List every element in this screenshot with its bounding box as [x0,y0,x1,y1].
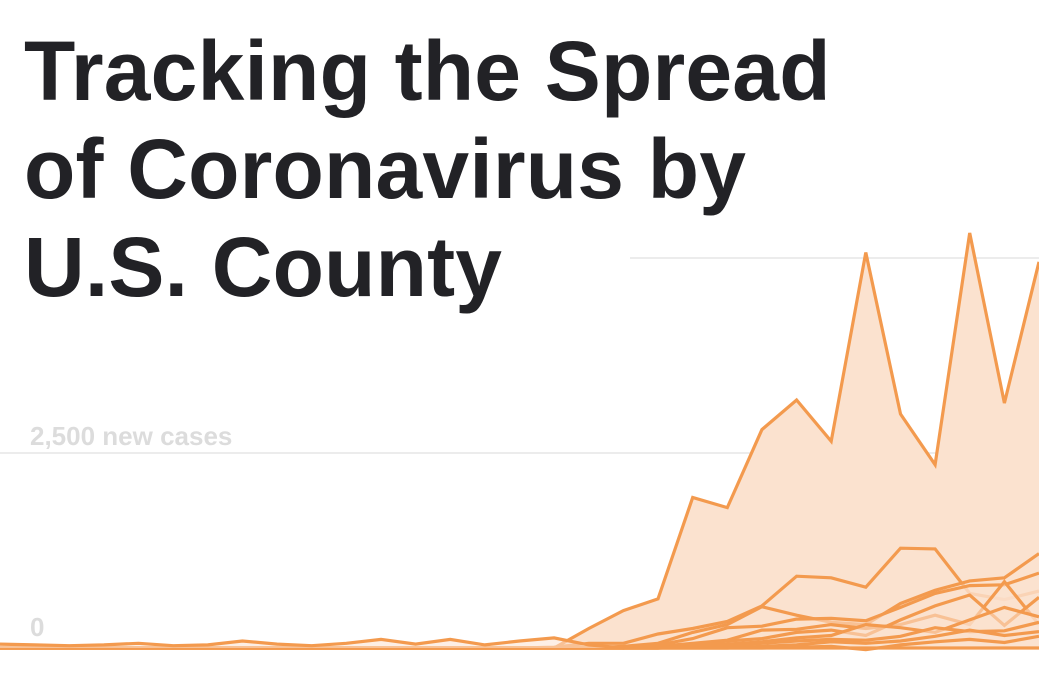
series-10-area [0,637,1039,648]
title-line-1: Tracking the Spread [24,24,831,118]
series-layer [0,232,1039,652]
series-0-area [0,233,1039,648]
title-line-3: U.S. County [24,220,503,314]
series-4-area [0,581,1039,648]
series-10-line [0,636,1039,650]
y-tick-label-0: 0 [30,612,44,642]
page-title: Tracking the Spread of Coronavirus by U.… [24,22,924,316]
title-line-2: of Coronavirus by [24,122,747,216]
tick-label-layer: 0 2,500 new cases [30,421,232,642]
y-tick-label-1: 2,500 new cases [30,421,232,451]
